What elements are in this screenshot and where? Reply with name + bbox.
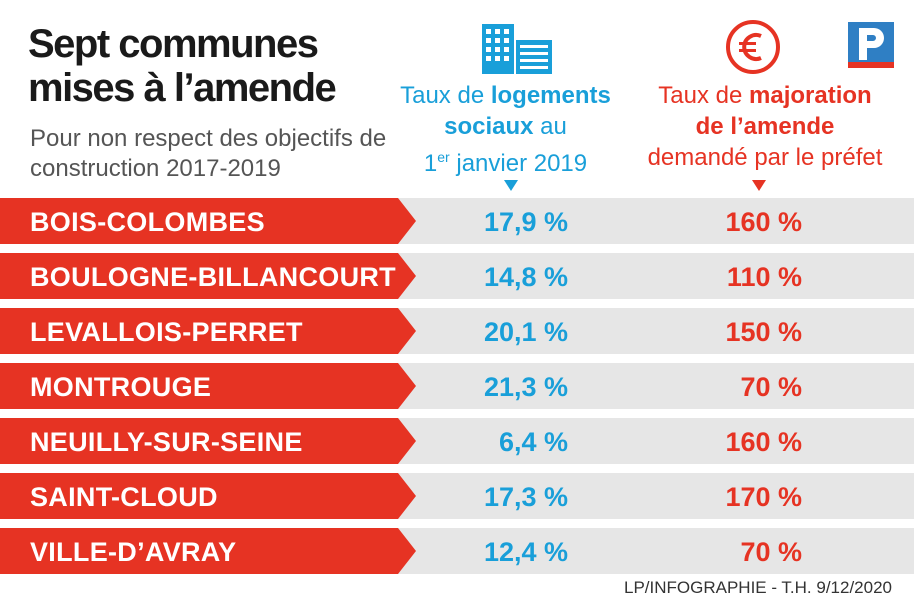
taux-logements-value: 12,4 % — [483, 537, 568, 567]
commune-label: BOULOGNE-BILLANCOURT — [30, 262, 396, 292]
arrow-down-icon — [504, 180, 518, 191]
commune-arrow-bar — [0, 528, 416, 574]
commune-arrow-bar — [0, 198, 416, 244]
majoration-value: 150 % — [725, 317, 802, 347]
table-row: SAINT-CLOUD 17,3 % 170 % — [0, 473, 914, 519]
table-row: BOULOGNE-BILLANCOURT 14,8 % 110 % — [0, 253, 914, 299]
majoration-value: 110 % — [726, 262, 802, 292]
arrow-down-icon — [752, 180, 766, 191]
le-parisien-logo-icon — [848, 22, 894, 68]
commune-arrow-bar — [0, 308, 416, 354]
commune-arrow-bar — [0, 253, 416, 299]
commune-bar-shape — [0, 473, 416, 519]
building-icon — [482, 24, 552, 74]
commune-bar-shape — [0, 528, 416, 574]
chart-subtitle: Pour non respect des objectifs de constr… — [30, 125, 387, 182]
euro-icon — [726, 20, 780, 74]
taux-logements-value: 20,1 % — [483, 317, 568, 347]
column-header-majoration: Taux de majoration de l’amende demandé p… — [647, 82, 883, 171]
commune-arrow-bar — [0, 363, 416, 409]
commune-bar-shape — [0, 253, 416, 299]
commune-label: NEUILLY-SUR-SEINE — [30, 427, 303, 457]
commune-arrow-bar — [0, 418, 416, 464]
commune-label: VILLE-D’AVRAY — [30, 537, 237, 567]
chart-title: Sept communes mises à l’amende — [28, 22, 337, 110]
taux-logements-value: 17,9 % — [483, 207, 568, 237]
commune-bar-shape — [0, 308, 416, 354]
commune-label: SAINT-CLOUD — [30, 482, 218, 512]
commune-arrow-bar — [0, 473, 416, 519]
majoration-value: 70 % — [740, 372, 802, 402]
taux-logements-value: 6,4 % — [498, 427, 568, 457]
table-row: VILLE-D’AVRAY 12,4 % 70 % — [0, 528, 914, 574]
credit: LP/INFOGRAPHIE - T.H. 9/12/2020 — [623, 578, 892, 597]
commune-bar-shape — [0, 418, 416, 464]
commune-label: MONTROUGE — [30, 372, 212, 402]
table-row: NEUILLY-SUR-SEINE 6,4 % 160 % — [0, 418, 914, 464]
majoration-value: 170 % — [725, 482, 802, 512]
commune-label: BOIS-COLOMBES — [30, 207, 265, 237]
taux-logements-value: 14,8 % — [483, 262, 568, 292]
column-header-logements: Taux de logements sociaux au 1er janvier… — [400, 82, 611, 177]
commune-bar-shape — [0, 198, 416, 244]
majoration-value: 160 % — [725, 427, 802, 457]
majoration-value: 160 % — [725, 207, 802, 237]
table-row: BOIS-COLOMBES 17,9 % 160 % — [0, 198, 914, 244]
table-row: LEVALLOIS-PERRET 20,1 % 150 % — [0, 308, 914, 354]
table-row: MONTROUGE 21,3 % 70 % — [0, 363, 914, 409]
taux-logements-value: 21,3 % — [483, 372, 568, 402]
taux-logements-value: 17,3 % — [483, 482, 568, 512]
majoration-value: 70 % — [740, 537, 802, 567]
commune-label: LEVALLOIS-PERRET — [30, 317, 303, 347]
commune-bar-shape — [0, 363, 416, 409]
